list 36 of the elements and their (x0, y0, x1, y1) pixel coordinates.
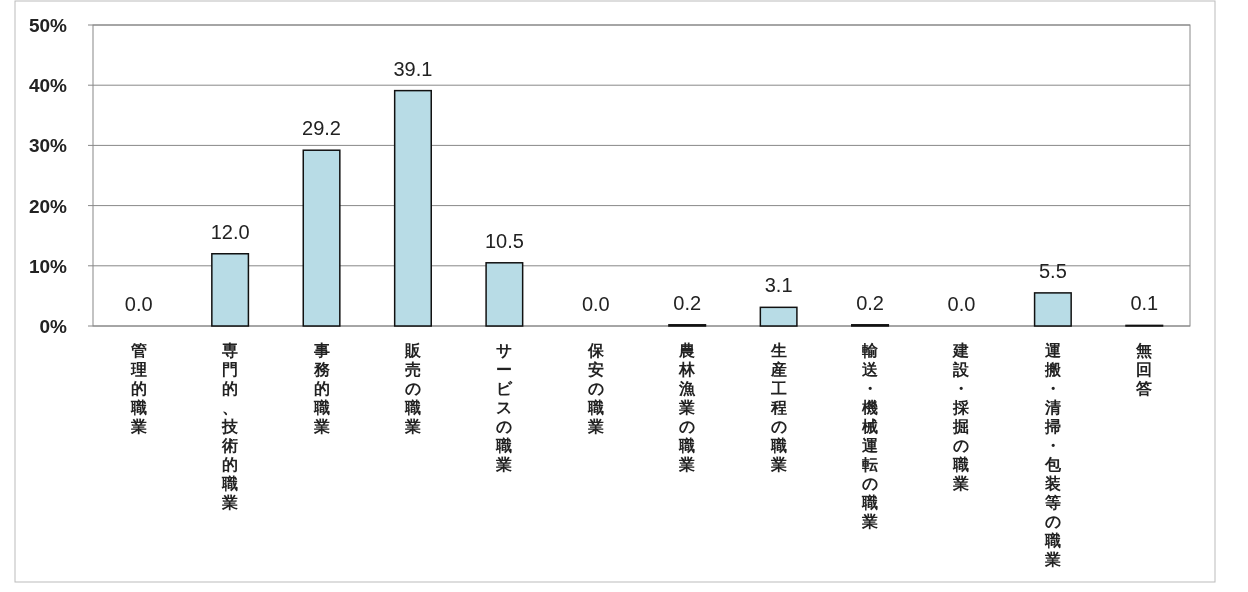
x-tick-label: 事務的職業 (312, 342, 331, 435)
bar (393, 89, 432, 327)
data-label: 0.0 (581, 293, 610, 315)
x-tick-label: 販売の職業 (403, 342, 422, 435)
data-label: 0.0 (124, 293, 153, 315)
bar (485, 262, 524, 327)
data-label: 5.5 (1038, 259, 1067, 282)
x-tick-label: 管理的職業 (129, 342, 147, 435)
data-label: 12.0 (210, 220, 250, 243)
data-label: 39.1 (393, 57, 433, 80)
x-tick-label: 無回答 (1135, 342, 1153, 397)
data-label: 3.1 (764, 274, 793, 297)
data-label: 10.5 (484, 229, 524, 252)
data-label: 29.2 (302, 117, 342, 140)
x-tick-label: 生産工程の職業 (769, 342, 787, 473)
x-tick-label: サービスの職業 (495, 342, 514, 473)
data-label: 0.2 (856, 291, 884, 314)
category-label: 運搬・清掃・包装等の職業 (1044, 342, 1061, 568)
y-tick-label: 40% (28, 75, 68, 97)
bar (302, 149, 341, 327)
x-tick-label: 保安の職業 (586, 342, 605, 435)
bar (211, 253, 250, 327)
category-label: 専門的、技術的職業 (222, 342, 239, 511)
data-label: 0.1 (1130, 292, 1159, 315)
y-tick-label: 30% (28, 135, 68, 157)
x-tick-label: 農林漁業の職業 (678, 342, 697, 473)
y-tick-label: 20% (28, 195, 68, 217)
bar (1033, 292, 1072, 327)
data-label: 0.0 (947, 293, 976, 315)
y-tick-label: 10% (28, 255, 68, 277)
data-label: 0.2 (673, 291, 702, 314)
x-tick-label: 建設・採掘の職業 (951, 342, 971, 492)
y-tick-label: 50% (28, 15, 68, 36)
y-tick-label: 0% (39, 316, 68, 337)
category-label: 輸送・機械運転の職業 (862, 342, 879, 530)
bar (759, 306, 798, 327)
